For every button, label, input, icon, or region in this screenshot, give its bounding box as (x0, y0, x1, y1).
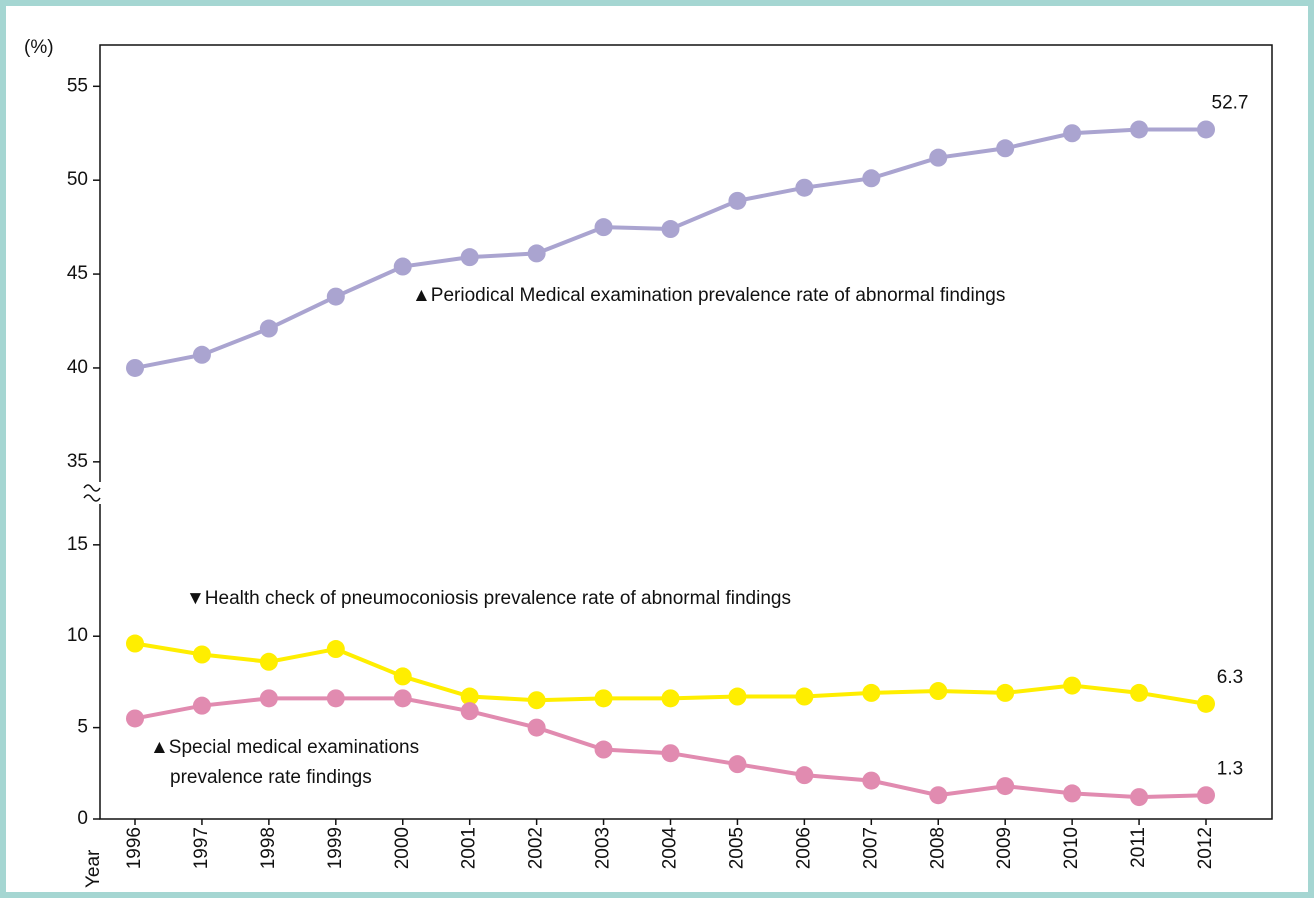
data-point (259, 319, 278, 338)
y-tick-label: 0 (77, 808, 88, 829)
data-point (594, 740, 613, 759)
data-point (661, 220, 680, 239)
data-point (259, 652, 278, 671)
legend-label: ▼Health check of pneumoconiosis prevalen… (186, 588, 791, 609)
x-tick-label: 2000 (392, 827, 413, 869)
data-point (661, 689, 680, 708)
x-tick-label: 2002 (526, 827, 547, 869)
data-point (126, 709, 144, 728)
data-point (929, 682, 948, 701)
data-point (996, 139, 1015, 158)
data-point (527, 691, 546, 710)
data-point (1197, 120, 1215, 139)
data-point (996, 777, 1015, 796)
data-point (1197, 786, 1215, 805)
data-point (728, 687, 747, 706)
data-point (1063, 124, 1082, 143)
data-point (460, 687, 479, 706)
y-tick-label: 15 (67, 534, 88, 555)
data-point (393, 667, 412, 686)
data-point (929, 148, 948, 167)
y-unit-label: (%) (24, 37, 54, 58)
data-point (393, 257, 412, 276)
data-point (326, 640, 345, 659)
data-point (326, 287, 345, 306)
series: 1.3 (126, 689, 1243, 807)
x-tick-label: 2008 (927, 827, 948, 869)
data-point (326, 689, 345, 708)
x-axis-label: Year (83, 849, 104, 888)
series-line (134, 127, 1206, 370)
series: 6.3 (126, 634, 1243, 713)
data-point (460, 702, 479, 721)
y-tick-label: 40 (67, 357, 88, 378)
x-tick-label: 1996 (124, 827, 145, 869)
data-point (661, 744, 680, 763)
data-point (594, 689, 613, 708)
data-point (1063, 676, 1082, 695)
x-tick-label: 1999 (325, 827, 346, 869)
value-label: 6.3 (1217, 667, 1243, 688)
data-point (1130, 120, 1149, 139)
data-point (862, 771, 881, 790)
x-tick-label: 2004 (660, 827, 681, 870)
data-point (728, 191, 747, 210)
data-point (393, 689, 412, 708)
data-point (527, 718, 546, 737)
plot-frame (99, 44, 1273, 820)
data-point (728, 755, 747, 774)
x-tick-label: 2007 (860, 827, 881, 869)
series: 52.7 (126, 93, 1248, 377)
x-tick-label: 1997 (191, 827, 212, 869)
data-point (1130, 683, 1149, 702)
axis-break-mask (93, 482, 107, 504)
y-tick-label: 35 (67, 451, 88, 472)
data-point (1197, 694, 1215, 713)
value-label: 52.7 (1212, 93, 1249, 114)
axis-break (83, 482, 107, 504)
y-tick-label: 55 (67, 75, 88, 96)
data-point (862, 683, 881, 702)
data-point (996, 683, 1015, 702)
data-point (929, 786, 948, 805)
data-point (192, 345, 211, 364)
x-tick-label: 2003 (593, 827, 614, 869)
x-tick-label: 2001 (459, 827, 480, 869)
legend-label: ▲Periodical Medical examination prevalen… (412, 285, 1006, 306)
x-tick-label: 2006 (793, 827, 814, 869)
value-label: 1.3 (1217, 758, 1243, 779)
x-tick-label: 2011 (1128, 827, 1149, 868)
data-point (862, 169, 881, 188)
y-tick-label: 10 (67, 625, 88, 646)
data-point (126, 358, 144, 377)
x-tick-label: 2005 (726, 827, 747, 869)
y-tick-label: 5 (77, 717, 88, 738)
data-point (527, 244, 546, 263)
axis-break-wave (83, 494, 101, 502)
axis-break-wave (83, 484, 101, 492)
data-point (259, 689, 278, 708)
x-tick-label: 2009 (994, 827, 1015, 869)
data-point (126, 634, 144, 653)
y-tick-label: 50 (67, 169, 88, 190)
panel (6, 6, 1308, 892)
data-point (594, 218, 613, 237)
data-point (1130, 788, 1149, 807)
data-point (192, 645, 211, 664)
y-tick-label: 45 (67, 263, 88, 284)
data-point (795, 178, 814, 197)
data-point (460, 248, 479, 267)
legend-label: ▲Special medical examinations prevalence… (150, 737, 420, 788)
data-point (795, 766, 814, 785)
x-tick-label: 2012 (1195, 827, 1216, 869)
x-tick-label: 1998 (258, 827, 279, 869)
x-tick-label: 2010 (1061, 827, 1082, 869)
data-point (192, 696, 211, 715)
data-point (795, 687, 814, 706)
data-point (1063, 784, 1082, 803)
